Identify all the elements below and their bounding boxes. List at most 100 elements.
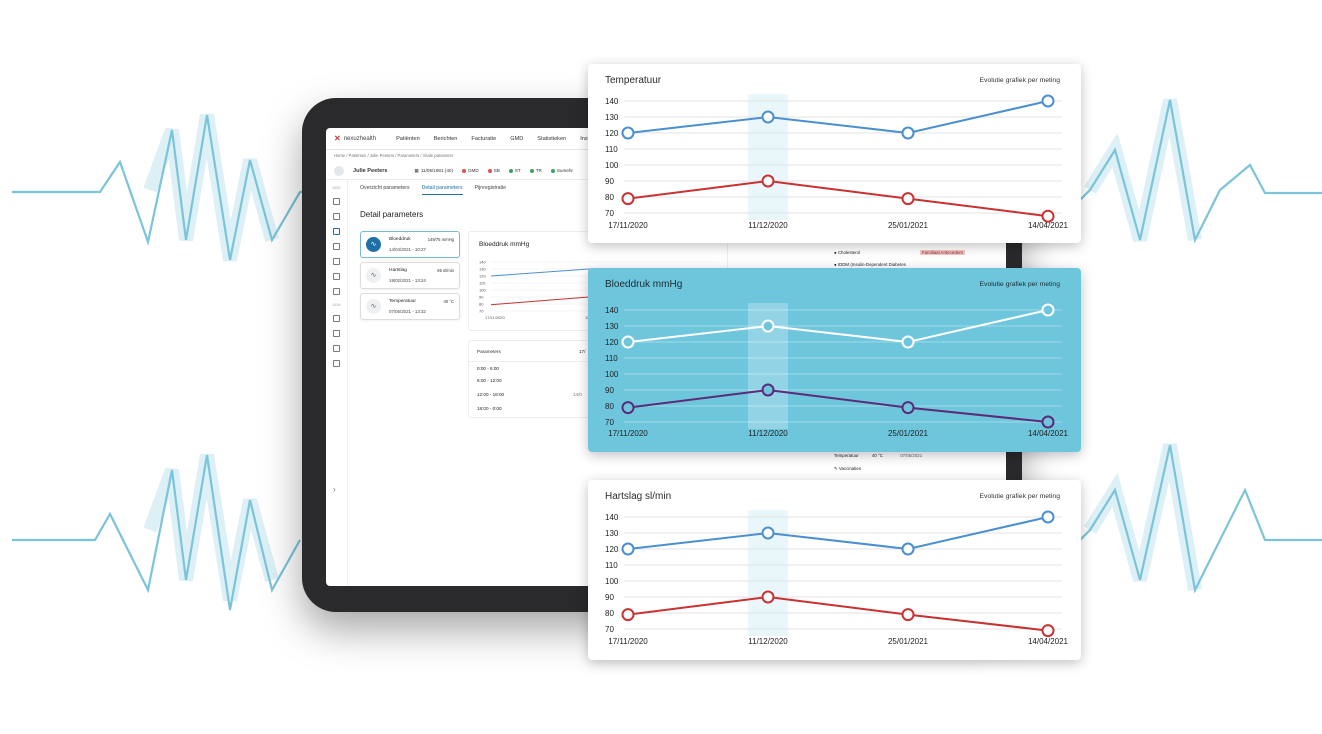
param-name: Temperatuur: [389, 299, 416, 304]
y-tick-label: 130: [605, 322, 619, 331]
heartbeat-icon: ∿: [366, 268, 381, 283]
id-card-icon[interactable]: [333, 315, 340, 322]
nav-item-statistics[interactable]: Statistieken: [537, 135, 567, 142]
status-badge-sb[interactable]: SB: [487, 168, 500, 173]
nav-item-patients[interactable]: Patiënten: [396, 135, 420, 142]
heart-rate-chart-svg: 140 130 120 110 100 90 80 70 17/11/2020 11/12/202…: [605, 510, 1069, 646]
y-tick-label: 100: [605, 161, 619, 170]
y-tick-label: 130: [605, 113, 619, 122]
data-point[interactable]: [761, 110, 775, 124]
tab-detail[interactable]: Detail parameters: [421, 185, 463, 195]
param-value: 40 °C: [443, 299, 454, 304]
tab-overview[interactable]: Overzicht parameters: [360, 185, 410, 191]
data-point[interactable]: [761, 174, 775, 188]
data-point[interactable]: [1041, 415, 1055, 429]
data-point[interactable]: [761, 319, 775, 333]
y-tick-label: 80: [605, 402, 614, 411]
param-date: 07/05/2021 - 13:32: [389, 309, 426, 314]
table-column-header: 17/: [579, 349, 586, 354]
data-point[interactable]: [1041, 303, 1055, 317]
param-card-temperatuur[interactable]: ∿ Temperatuur 40 °C 07/05/2021 - 13:32: [360, 293, 460, 320]
data-point[interactable]: [621, 542, 635, 556]
y-tick-label: 80: [479, 302, 484, 307]
card-title: Hartslag sl/min: [605, 491, 672, 502]
heart-rate-series-lower-line: [627, 595, 1049, 632]
card-title: Bloeddruk mmHg: [605, 279, 683, 290]
y-tick-label: 120: [479, 274, 486, 279]
data-point[interactable]: [901, 401, 915, 415]
y-tick-label: 70: [605, 625, 614, 634]
nav-item-gmd[interactable]: GMD: [510, 135, 524, 142]
clipboard-icon[interactable]: [333, 198, 340, 205]
param-value: 85 sl/min: [437, 268, 454, 273]
data-point[interactable]: [621, 335, 635, 349]
status-badge-sumehr[interactable]: Sumehr: [550, 168, 573, 173]
data-point[interactable]: [1041, 94, 1055, 108]
section-title: Detail parameters: [360, 210, 424, 219]
data-point[interactable]: [761, 383, 775, 397]
data-point[interactable]: [901, 192, 915, 206]
x-tick-label: 11: [585, 315, 590, 320]
mini-chart-title: Bloeddruk mmHg: [479, 241, 530, 248]
y-tick-label: 100: [605, 577, 619, 586]
nav-item-billing[interactable]: Facturatie: [471, 135, 497, 142]
status-dot: [550, 168, 555, 173]
file-icon[interactable]: [333, 360, 340, 367]
x-tick-label: 14/04/2021: [1028, 221, 1069, 230]
heartbeat-icon[interactable]: [333, 228, 340, 235]
table-row: 0:00 - 6:00: [477, 366, 499, 371]
y-tick-label: 120: [605, 338, 619, 347]
patient-icon[interactable]: [333, 213, 340, 220]
data-point[interactable]: [901, 542, 915, 556]
data-point[interactable]: [1041, 510, 1055, 524]
data-point[interactable]: [901, 608, 915, 622]
parameter-tabs: Overzicht parameters Detail parameters P…: [360, 185, 506, 195]
breadcrumb[interactable]: Home / Patiënten / Julie Peeters / Param…: [334, 153, 454, 158]
card-title: Temperatuur: [605, 75, 662, 86]
pencil-icon[interactable]: [333, 273, 340, 280]
y-tick-label: 140: [605, 306, 619, 315]
data-point[interactable]: [901, 126, 915, 140]
data-point[interactable]: [621, 126, 635, 140]
y-tick-label: 70: [605, 418, 614, 427]
data-point[interactable]: [621, 608, 635, 622]
status-badge-tr[interactable]: TR: [529, 168, 542, 173]
file-icon[interactable]: [333, 330, 340, 337]
tab-pain[interactable]: Pijnregistratie: [474, 185, 506, 191]
document-icon[interactable]: [333, 243, 340, 250]
table-row: 18:00 - 0:00: [477, 406, 502, 411]
data-point[interactable]: [1041, 209, 1055, 223]
heart-rate-series-upper-line: [627, 516, 1049, 551]
heartbeat-wave-left-top: [12, 113, 330, 262]
vaccines-toggle[interactable]: ✎ Vaccinaties: [834, 466, 862, 471]
data-point[interactable]: [761, 526, 775, 540]
y-tick-label: 110: [605, 561, 618, 570]
temperature-series-upper-line: [627, 100, 1049, 135]
data-point[interactable]: [1041, 624, 1055, 638]
patient-name[interactable]: Julie Peeters: [353, 167, 388, 174]
y-tick-label: 130: [605, 529, 619, 538]
param-name: Hartslag: [389, 268, 407, 273]
y-tick-label: 140: [605, 513, 619, 522]
y-tick-label: 90: [605, 386, 614, 395]
nav-item-messages[interactable]: Berichten: [433, 135, 458, 142]
table-cell: 14/0: [573, 392, 582, 397]
y-tick-label: 120: [605, 129, 619, 138]
chevron-right-icon[interactable]: ›: [333, 485, 336, 494]
data-point[interactable]: [901, 335, 915, 349]
x-tick-label: 25/01/2021: [888, 221, 929, 230]
condition-tag: Familiaal Antecedent: [920, 250, 965, 255]
data-point[interactable]: [621, 192, 635, 206]
app-logo[interactable]: ✕ nexuzhealth: [334, 134, 376, 143]
data-point[interactable]: [621, 401, 635, 415]
pill-icon[interactable]: [333, 258, 340, 265]
y-tick-label: 110: [605, 354, 618, 363]
clipboard-icon[interactable]: [333, 345, 340, 352]
status-badge-gmd[interactable]: GMD: [461, 168, 479, 173]
param-card-bloeddruk[interactable]: ∿ Bloeddruk 149/75 mmHg 14/04/2021 - 10:…: [360, 231, 460, 258]
x-tick-label: 17/11/2020: [608, 637, 648, 646]
ruler-icon[interactable]: [333, 288, 340, 295]
data-point[interactable]: [761, 590, 775, 604]
param-card-hartslag[interactable]: ∿ Hartslag 85 sl/min 19/02/2021 - 13:24: [360, 262, 460, 289]
status-badge-st[interactable]: ST: [508, 168, 521, 173]
